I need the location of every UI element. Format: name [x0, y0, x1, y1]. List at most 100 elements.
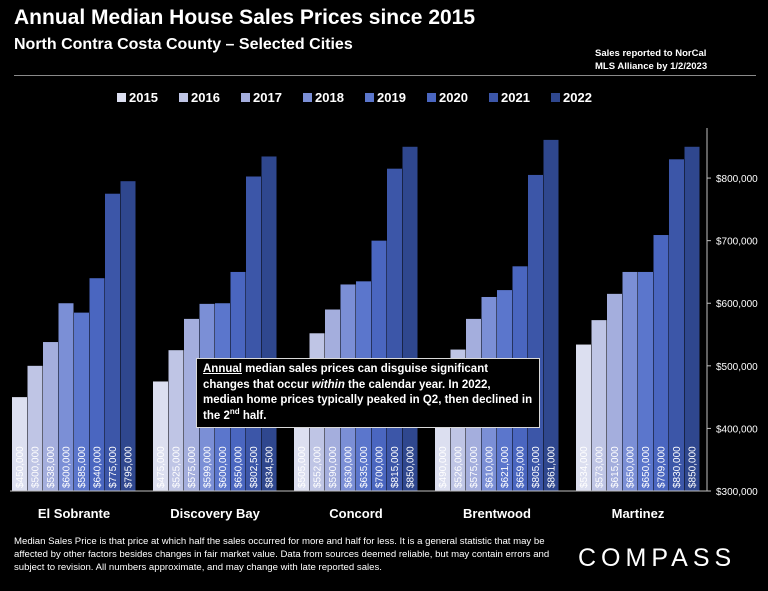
value-label-martinez-2017: $615,000: [610, 446, 621, 488]
value-label-brentwood-2021: $805,000: [531, 446, 542, 488]
value-label-concord-2019: $635,000: [359, 446, 370, 488]
bar-martinez-2017: [607, 293, 622, 491]
category-label-concord: Concord: [329, 506, 383, 521]
footnote: Median Sales Price is that price at whic…: [14, 536, 550, 573]
legend-swatch-2021: [489, 93, 498, 102]
bar-el-sobrante-2018: [58, 303, 74, 491]
value-label-el-sobrante-2019: $585,000: [77, 446, 88, 488]
bar-el-sobrante-2020: [89, 278, 105, 491]
legend-label-2022: 2022: [563, 90, 592, 105]
value-label-brentwood-2015: $490,000: [438, 446, 449, 488]
category-label-discovery-bay: Discovery Bay: [170, 506, 260, 521]
value-label-martinez-2015: $534,000: [579, 446, 590, 488]
value-label-el-sobrante-2017: $538,000: [46, 446, 57, 488]
value-label-brentwood-2018: $610,000: [485, 446, 496, 488]
value-label-discovery-bay-2022: $834,500: [265, 446, 276, 488]
legend-swatch-2018: [303, 93, 312, 102]
bar-el-sobrante-2017: [43, 342, 58, 491]
bar-discovery-bay-2022: [261, 156, 277, 491]
callout-box: Annual median sales prices can disguise …: [196, 358, 540, 428]
legend-swatch-2017: [241, 93, 250, 102]
value-label-concord-2015: $505,000: [297, 446, 308, 488]
bar-el-sobrante-2015: [12, 397, 27, 491]
bar-martinez-2020: [653, 235, 669, 491]
callout-text-within: within: [311, 378, 345, 391]
compass-logo: COMPASS: [578, 544, 737, 572]
legend-label-2016: 2016: [191, 90, 220, 105]
value-label-el-sobrante-2015: $450,000: [15, 446, 26, 488]
value-label-martinez-2022: $850,000: [688, 446, 699, 488]
value-label-brentwood-2016: $526,000: [454, 446, 465, 488]
source-note-line2: MLS Alliance by 1/2/2023: [595, 61, 708, 72]
legend-swatch-2019: [365, 93, 374, 102]
category-label-el-sobrante: El Sobrante: [38, 506, 110, 521]
bar-martinez-2018: [622, 271, 638, 491]
bar-concord-2022: [402, 146, 418, 491]
y-tick-label-700000: $700,000: [716, 237, 758, 248]
value-label-martinez-2019: $650,000: [641, 446, 652, 488]
source-note: Sales reported to NorCal MLS Alliance by…: [595, 47, 755, 73]
bar-discovery-bay-2016: [168, 350, 184, 491]
value-label-discovery-bay-2017: $575,000: [187, 446, 198, 488]
value-label-brentwood-2022: $861,000: [547, 446, 558, 488]
value-label-discovery-bay-2020: $650,000: [234, 446, 245, 488]
callout-text-4: the calendar year. In 2022, median home …: [203, 378, 533, 422]
callout-text-annual: Annual: [203, 363, 242, 375]
legend-label-2017: 2017: [253, 90, 282, 105]
chart-subtitle: North Contra Costa County – Selected Cit…: [14, 36, 353, 53]
value-label-el-sobrante-2021: $775,000: [108, 446, 119, 488]
chart-title: Annual Median House Sales Prices since 2…: [14, 6, 476, 29]
bar-martinez-2022: [684, 146, 700, 491]
category-label-brentwood: Brentwood: [463, 506, 531, 521]
y-tick-label-800000: $800,000: [716, 174, 758, 185]
bar-el-sobrante-2016: [27, 365, 43, 491]
value-label-discovery-bay-2016: $525,000: [172, 446, 183, 488]
source-note-line1: Sales reported to NorCal: [595, 48, 707, 59]
bar-martinez-2016: [591, 320, 607, 491]
value-label-martinez-2020: $709,000: [657, 446, 668, 488]
value-label-martinez-2016: $573,000: [595, 446, 606, 488]
bar-brentwood-2022: [543, 139, 559, 492]
bar-martinez-2019: [638, 271, 653, 491]
legend-label-2020: 2020: [439, 90, 468, 105]
bar-el-sobrante-2022: [120, 181, 136, 491]
value-label-discovery-bay-2015: $475,000: [156, 446, 167, 488]
callout-text-6: half.: [239, 409, 267, 422]
y-tick-label-400000: $400,000: [716, 424, 758, 435]
value-label-discovery-bay-2018: $599,000: [203, 446, 214, 488]
legend-label-2015: 2015: [129, 90, 158, 105]
value-label-concord-2017: $590,000: [328, 446, 339, 488]
y-tick-label-500000: $500,000: [716, 362, 758, 373]
value-label-martinez-2018: $650,000: [626, 446, 637, 488]
category-label-martinez: Martinez: [612, 506, 665, 521]
bar-discovery-bay-2015: [153, 381, 168, 491]
value-label-discovery-bay-2019: $600,000: [218, 446, 229, 488]
value-label-concord-2021: $815,000: [390, 446, 401, 488]
y-tick-label-300000: $300,000: [716, 487, 758, 498]
value-label-concord-2022: $850,000: [406, 446, 417, 488]
legend-swatch-2022: [551, 93, 560, 102]
callout-text-2: median sales prices can disguise signifi…: [203, 363, 489, 391]
value-label-brentwood-2020: $659,000: [516, 446, 527, 488]
bar-el-sobrante-2021: [105, 193, 120, 491]
value-label-brentwood-2019: $621,000: [500, 446, 511, 488]
bar-martinez-2015: [576, 344, 591, 491]
legend-swatch-2015: [117, 93, 126, 102]
legend-label-2019: 2019: [377, 90, 406, 105]
bar-brentwood-2021: [528, 174, 543, 492]
value-label-concord-2016: $552,000: [313, 446, 324, 488]
value-label-el-sobrante-2018: $600,000: [62, 446, 73, 488]
value-label-el-sobrante-2020: $640,000: [93, 446, 104, 488]
value-label-el-sobrante-2022: $795,000: [124, 446, 135, 488]
bar-discovery-bay-2021: [246, 176, 261, 491]
value-label-el-sobrante-2016: $500,000: [31, 446, 42, 488]
value-label-concord-2020: $700,000: [375, 446, 386, 488]
bar-el-sobrante-2019: [74, 312, 89, 491]
legend-swatch-2020: [427, 93, 436, 102]
bar-martinez-2021: [669, 159, 684, 492]
bar-concord-2021: [387, 168, 402, 491]
y-tick-label-600000: $600,000: [716, 299, 758, 310]
callout-text-superscript: nd: [229, 406, 240, 416]
legend-label-2021: 2021: [501, 90, 530, 105]
